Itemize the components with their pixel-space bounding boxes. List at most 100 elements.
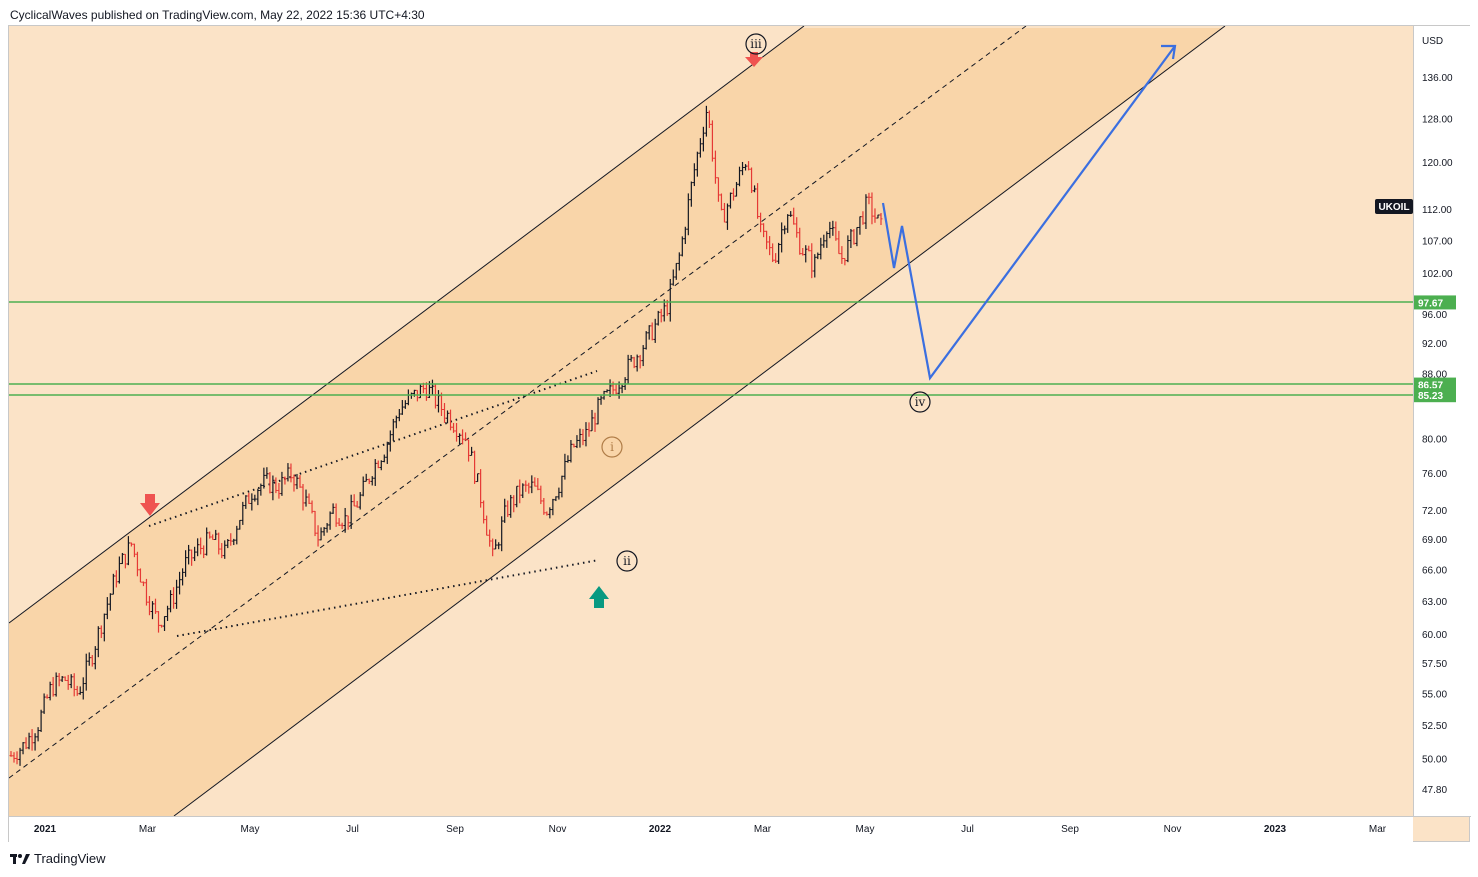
price-bar [163,616,167,631]
price-bar [545,511,549,516]
price-bar [304,489,308,507]
symbol-badge: UKOIL [1375,199,1413,214]
y-tick-label: 69.00 [1422,535,1447,546]
price-bar [364,473,368,482]
price-bar [461,429,465,445]
price-bar [141,581,145,587]
price-bar [135,551,139,577]
price-bar [557,487,561,500]
price-bar [840,246,844,264]
price-bar [722,202,726,223]
price-bar [855,226,859,247]
price-bar [710,120,714,162]
red-down-arrow-icon [140,494,160,516]
channel-lower-line [173,26,1226,817]
price-bar [45,694,49,699]
chart-panel[interactable]: iii i ii iv USD 136.00 128.00 120.00 112.00… [8,25,1471,843]
wave-label-iii-text: iii [750,37,762,51]
price-axis[interactable] [1414,26,1471,816]
price-bar [725,203,729,230]
y-tick-label: 72.00 [1422,506,1447,517]
price-bar [539,485,543,505]
price-bar [126,536,130,566]
y-tick-label: 96.00 [1422,310,1447,321]
price-bar [689,181,693,207]
x-tick-label: May [856,824,875,835]
price-bar [99,625,103,639]
price-bar [494,539,498,550]
price-bar [66,674,70,690]
footer-brand: TradingView [34,851,106,866]
footer: TradingView [10,851,106,866]
time-axis[interactable] [9,816,1413,843]
price-bar [132,543,136,558]
price-bar [397,408,401,422]
price-bar [241,501,245,525]
price-bar [716,177,720,202]
price-bar [590,409,594,432]
price-bar [656,310,660,326]
price-bar [196,538,200,557]
price-bar [232,538,236,546]
price-bar [786,214,790,233]
x-tick-label: Mar [1369,824,1387,835]
price-bar [385,441,389,464]
price-bar [105,597,109,620]
price-bar [777,242,781,264]
price-bar [144,578,148,606]
x-tick-label: Nov [1164,824,1182,835]
price-bar [807,245,811,252]
price-bar [295,473,299,490]
price-bar [638,354,642,369]
price-bar [542,498,546,515]
x-tick-label: 2021 [34,824,57,835]
price-bar [78,686,82,695]
price-bar [530,475,534,494]
x-tick-label: Nov [549,824,567,835]
price-bar [340,522,344,530]
price-bar [256,488,260,506]
x-tick-label: Sep [1061,824,1079,835]
price-bar [614,383,618,395]
price-bar [307,493,311,504]
wave-label-iii: iii [745,33,767,55]
y-tick-label: 60.00 [1422,630,1447,641]
price-bar [467,439,471,462]
price-bar [635,354,639,372]
y-tick-label: 50.00 [1422,754,1447,765]
price-bar [653,318,657,343]
price-bar [331,503,335,514]
price-bar [452,422,456,433]
price-bar [424,382,428,401]
price-bar [286,463,290,482]
x-tick-label: 2022 [649,824,672,835]
symbol-badge-text: UKOIL [1378,202,1409,213]
price-bar [446,410,450,424]
price-bar [90,655,94,667]
price-bar [147,596,151,616]
price-bar [560,475,564,498]
price-bar [382,454,386,463]
y-tick-label: 66.00 [1422,565,1447,576]
price-bar [641,345,645,367]
y-tick-label: 120.00 [1422,158,1453,169]
price-bar [214,529,218,541]
price-chart[interactable]: iii i ii iv USD 136.00 128.00 120.00 112.00… [9,26,1471,843]
price-bar [470,446,474,456]
price-bar [596,397,600,425]
price-bar [175,579,179,609]
price-bar [54,672,58,697]
price-bar [695,151,699,177]
level-badge-text: 86.57 [1418,381,1443,392]
price-bar [265,467,269,479]
price-bar [190,549,194,566]
x-axis-ticks: 2021 Mar May Jul Sep Nov 2022 Mar May Jul Sep Nov 20… [34,824,1387,835]
price-bar [497,542,501,550]
price-bar [328,511,332,530]
price-bar [792,207,796,225]
price-bar [774,253,778,264]
x-tick-label: Sep [446,824,464,835]
price-bar [27,732,31,750]
price-bar [533,477,537,487]
price-bar [81,677,85,700]
